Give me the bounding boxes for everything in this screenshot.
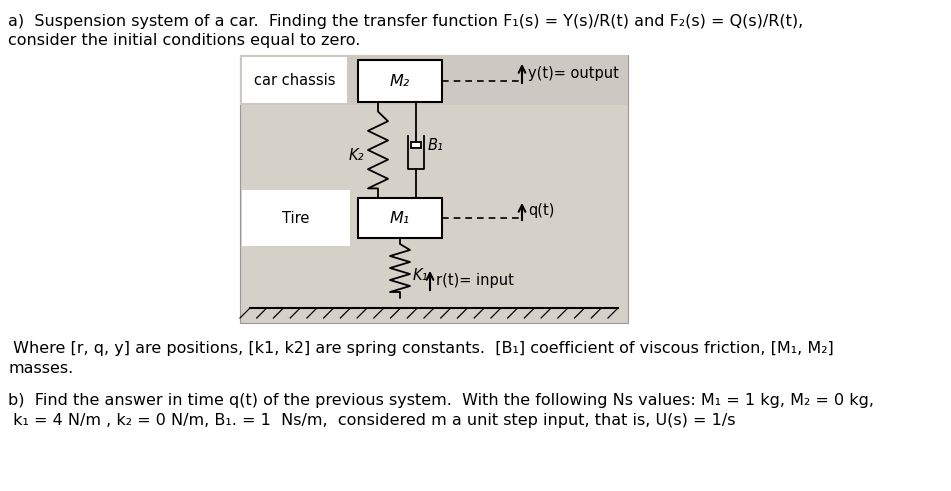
Bar [411,142,420,148]
Text: Tire: Tire [282,211,310,225]
Text: K₁: K₁ [413,268,429,283]
Bar [358,60,442,102]
Text: r(t)= input: r(t)= input [436,273,514,288]
Text: y(t)= output: y(t)= output [528,65,619,81]
Text: k₁ = 4 N/m , k₂ = 0 N/m, B₁. = 1  Ns/m,  considered m a unit step input, that is: k₁ = 4 N/m , k₂ = 0 N/m, B₁. = 1 Ns/m, c… [8,413,735,428]
Bar [240,55,628,105]
Bar [358,198,442,238]
Text: M₂: M₂ [390,74,410,88]
Text: car chassis: car chassis [254,73,336,87]
Text: M₁: M₁ [390,211,410,225]
Text: masses.: masses. [8,361,73,376]
Text: q(t): q(t) [528,202,554,218]
Bar [242,57,347,103]
Text: a)  Suspension system of a car.  Finding the transfer function F₁(s) = Y(s)/R(t): a) Suspension system of a car. Finding t… [8,14,804,29]
Text: B₁: B₁ [428,137,444,153]
Bar [240,55,628,323]
Text: consider the initial conditions equal to zero.: consider the initial conditions equal to… [8,33,360,48]
Text: b)  Find the answer in time q(t) of the previous system.  With the following Ns : b) Find the answer in time q(t) of the p… [8,393,874,408]
Bar [242,190,350,246]
Text: K₂: K₂ [348,147,364,163]
Text: Where [r, q, y] are positions, [k1, k2] are spring constants.  [B₁] coefficient : Where [r, q, y] are positions, [k1, k2] … [8,341,834,356]
